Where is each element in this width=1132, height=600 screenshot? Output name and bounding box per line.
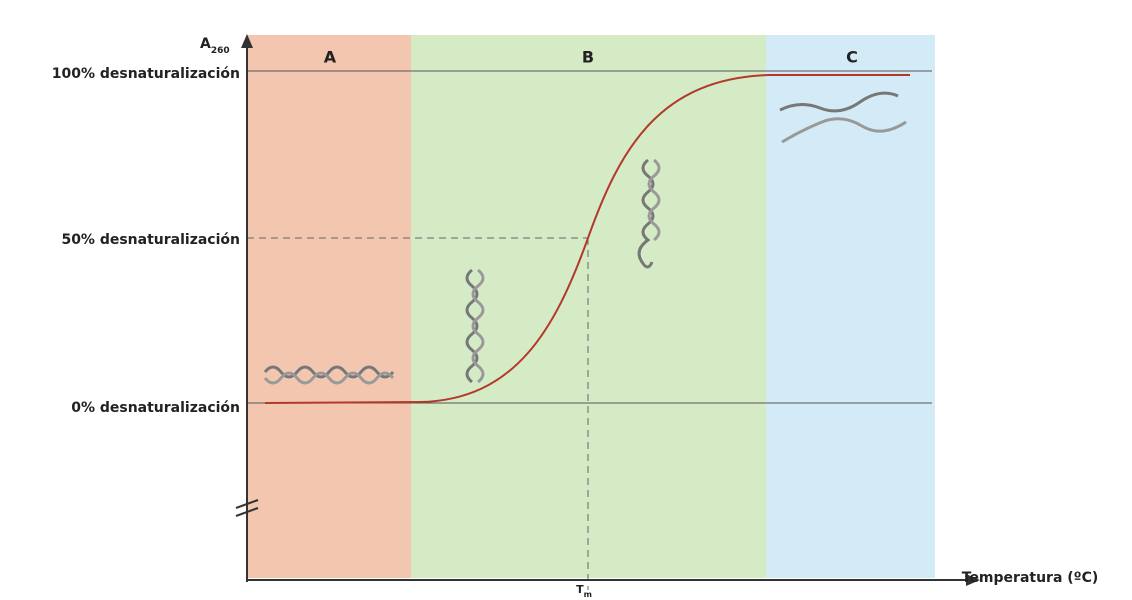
region-label: B [582, 48, 594, 67]
x-axis-label: Temperatura (ºC) [962, 570, 1099, 586]
region-c-bg [766, 35, 935, 578]
y-axis-main: A [200, 36, 211, 52]
region-label: A [324, 48, 337, 67]
region-label: C [846, 48, 858, 67]
region-a-bg [247, 35, 411, 578]
diagram: A260 100% desnaturalización 50% desnatur… [0, 0, 1132, 600]
level-label: 50% desnaturalización [61, 232, 240, 248]
tm-sub: m [584, 590, 592, 599]
level-label: 100% desnaturalización [52, 66, 240, 82]
tm-label: Tm [576, 583, 592, 599]
y-axis-label: A260 [200, 36, 230, 56]
y-axis-sub: 260 [211, 46, 230, 56]
level-label: 0% desnaturalización [71, 400, 240, 416]
